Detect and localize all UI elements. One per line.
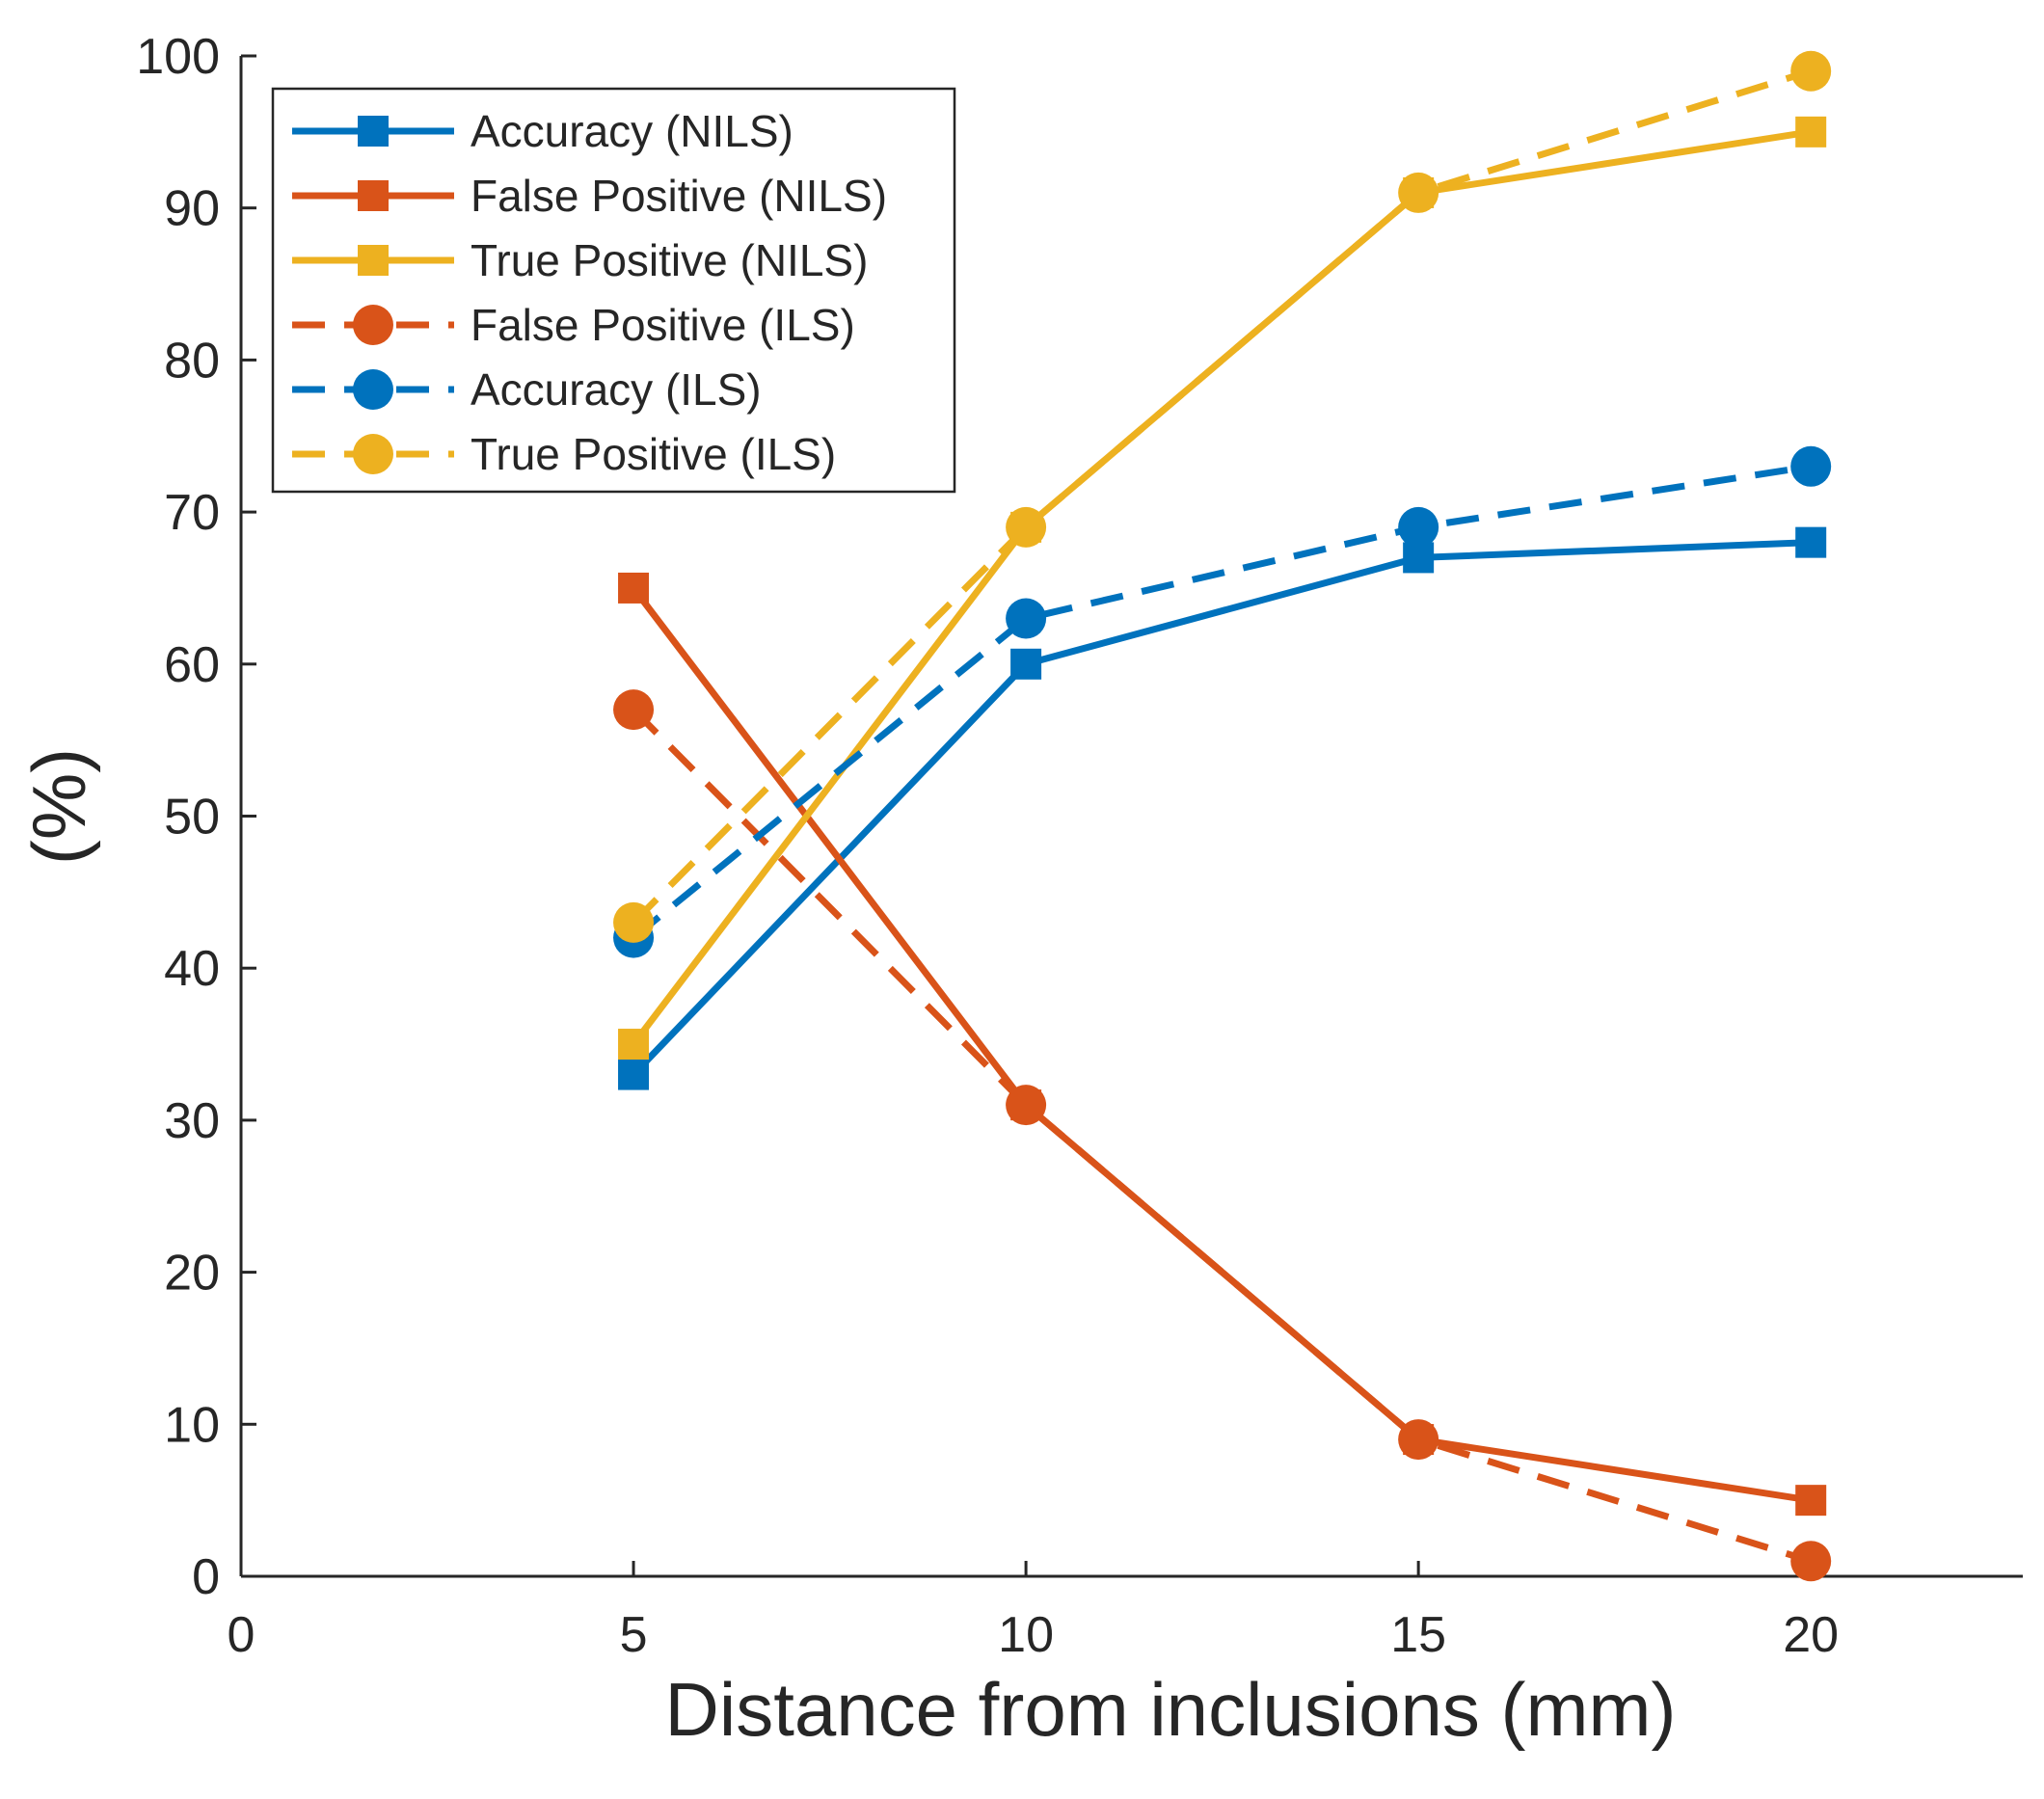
series-group xyxy=(613,50,1832,1582)
axes: 0 5 10 15 20 0 10 20 30 40 50 60 70 80 90 100 xyxy=(136,29,2023,1663)
legend-label: True Positive (NILS) xyxy=(471,235,868,285)
legend-label: False Positive (ILS) xyxy=(471,300,855,350)
series-line-false-positive-nils xyxy=(631,585,1812,1504)
legend-marker-swatch xyxy=(358,116,389,147)
data-point xyxy=(1790,445,1832,487)
data-point xyxy=(613,901,655,943)
data-point xyxy=(618,572,650,604)
series-false-positive-nils xyxy=(618,572,1827,1517)
y-tick-label: 100 xyxy=(136,29,220,85)
series-accuracy-ils xyxy=(613,445,1832,958)
legend-item: True Positive (NILS) xyxy=(292,235,868,285)
legend-label: Accuracy (NILS) xyxy=(471,106,793,156)
x-tick-label: 5 xyxy=(620,1607,648,1663)
data-point xyxy=(1398,1419,1439,1461)
y-tick-label: 10 xyxy=(164,1397,220,1453)
y-tick-label: 80 xyxy=(164,333,220,389)
legend-marker-swatch xyxy=(353,305,393,345)
legend-label: Accuracy (ILS) xyxy=(471,364,762,415)
y-tick-label: 0 xyxy=(192,1549,220,1605)
data-point xyxy=(613,689,655,731)
y-axis-title: (%) xyxy=(16,748,101,865)
series-true-positive-ils xyxy=(613,50,1832,943)
legend-item: False Positive (ILS) xyxy=(292,300,855,350)
data-point xyxy=(1006,506,1047,548)
series-line-false-positive-ils xyxy=(631,707,1813,1565)
data-point xyxy=(1006,598,1047,639)
legend-box xyxy=(271,87,956,494)
data-point xyxy=(1795,116,1827,148)
data-point xyxy=(618,1029,650,1061)
data-point xyxy=(1398,172,1439,213)
x-tick-label: 20 xyxy=(1783,1607,1839,1663)
series-line-accuracy-nils xyxy=(631,539,1812,1078)
legend-marker-swatch xyxy=(358,245,389,276)
data-point xyxy=(1006,1085,1047,1126)
x-tick-label: 0 xyxy=(228,1607,256,1663)
data-point xyxy=(1398,506,1439,548)
y-tick-label: 70 xyxy=(164,485,220,541)
series-line-true-positive-nils xyxy=(631,128,1812,1047)
data-point xyxy=(1790,50,1832,92)
y-tick-label: 30 xyxy=(164,1093,220,1149)
data-point xyxy=(1795,526,1827,558)
series-accuracy-nils xyxy=(618,526,1827,1090)
legend-item: Accuracy (ILS) xyxy=(292,364,762,415)
legend-label: True Positive (ILS) xyxy=(471,429,836,479)
legend: Accuracy (NILS) False Positive (NILS) True… xyxy=(271,87,956,494)
y-tick-label: 40 xyxy=(164,941,220,997)
legend-item: True Positive (ILS) xyxy=(292,429,836,479)
y-tick-label: 60 xyxy=(164,637,220,693)
legend-item: Accuracy (NILS) xyxy=(292,106,793,156)
x-tick-label: 10 xyxy=(998,1607,1054,1663)
legend-item: False Positive (NILS) xyxy=(292,171,887,221)
y-tick-label: 90 xyxy=(164,181,220,237)
x-tick-label: 15 xyxy=(1390,1607,1446,1663)
y-tick-label: 50 xyxy=(164,790,220,846)
series-line-true-positive-ils xyxy=(631,67,1813,926)
legend-marker-swatch xyxy=(353,369,393,410)
data-point xyxy=(1010,648,1042,680)
legend-marker-swatch xyxy=(353,434,393,474)
series-false-positive-ils xyxy=(613,689,1832,1582)
data-point xyxy=(1795,1485,1827,1517)
data-point xyxy=(618,1059,650,1090)
y-tick-label: 20 xyxy=(164,1246,220,1302)
data-point xyxy=(1790,1541,1832,1582)
series-line-accuracy-ils xyxy=(631,463,1812,941)
legend-label: False Positive (NILS) xyxy=(471,171,887,221)
legend-marker-swatch xyxy=(358,180,389,211)
x-axis-title: Distance from inclusions (mm) xyxy=(665,1667,1677,1752)
